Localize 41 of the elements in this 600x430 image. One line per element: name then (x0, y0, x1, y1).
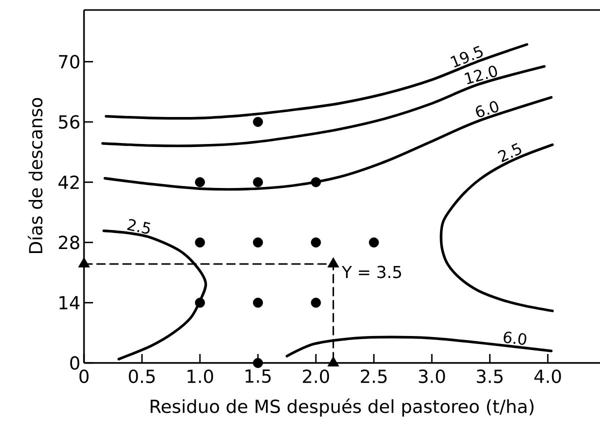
y-tick-label: 0 (70, 356, 80, 370)
point (252, 298, 263, 308)
y-tick-label: 28 (58, 236, 80, 250)
line-series (104, 96, 553, 191)
point (327, 356, 340, 366)
x-tick-label: 4.0 (534, 370, 561, 384)
x-tick-label: 1.0 (188, 370, 214, 384)
point (194, 298, 205, 308)
y-axis-title: Días de descanso (28, 98, 42, 254)
text: 19.5 (450, 46, 483, 68)
x-tick-label: 0 (79, 370, 89, 384)
x-axis-title: Residuo de MS después del pastoreo (t/ha) (150, 398, 534, 417)
line-series (440, 143, 554, 312)
point (252, 177, 263, 188)
text: 2.5 (498, 143, 522, 162)
point (78, 257, 90, 268)
x-tick-label: 2.0 (302, 370, 330, 384)
point (252, 237, 263, 248)
y-tick-label: 42 (58, 176, 79, 189)
point (327, 257, 340, 268)
point (368, 237, 379, 248)
point (252, 116, 263, 127)
point (194, 237, 205, 248)
text: 6.0 (504, 332, 526, 345)
x-tick-label: 3.0 (418, 370, 445, 384)
text: 6.0 (476, 101, 498, 118)
point (310, 298, 321, 308)
text: 12.0 (464, 66, 498, 84)
annotation: Y = 3.5 (342, 266, 402, 278)
x-tick-label: 2.5 (360, 370, 387, 384)
point (310, 237, 321, 248)
y-tick-label: 56 (58, 115, 80, 129)
x-tick-label: 0.5 (128, 370, 155, 384)
y-tick-label: 70 (59, 54, 80, 68)
text: 2.5 (127, 219, 150, 234)
point (252, 358, 263, 368)
x-tick-label: 1.5 (246, 370, 271, 383)
y-tick-label: 14 (60, 296, 80, 310)
point (194, 177, 205, 188)
x-tick-label: 3.5 (476, 370, 503, 384)
point (310, 177, 321, 188)
